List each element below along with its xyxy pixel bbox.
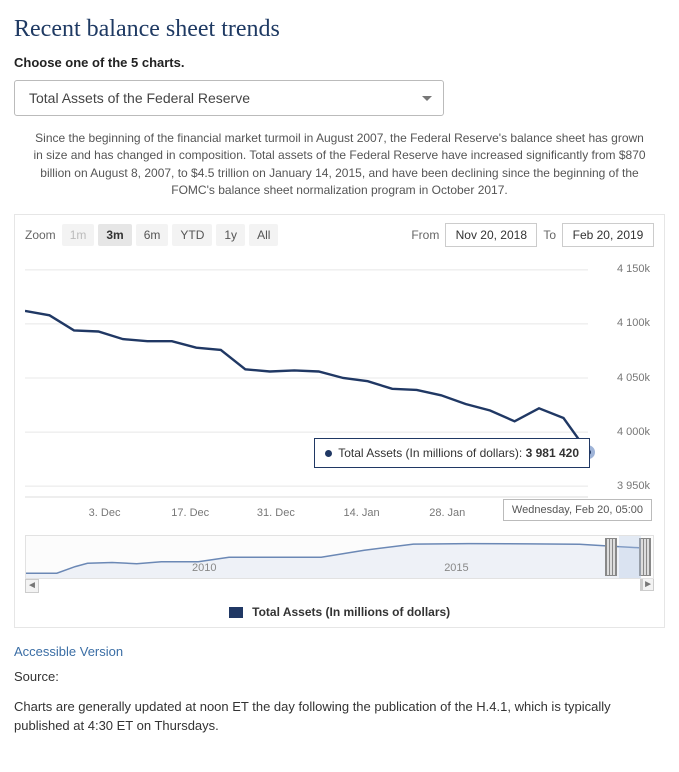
page-title: Recent balance sheet trends [14, 16, 665, 43]
chart-tooltip-date: Wednesday, Feb 20, 05:00 [503, 499, 652, 521]
y-tick-label: 3 950k [617, 480, 650, 492]
x-tick-label: 17. Dec [171, 507, 209, 519]
zoom-controls: Zoom 1m3m6mYTD1yAll From To [15, 215, 664, 255]
x-tick-label: 14. Jan [344, 507, 380, 519]
from-label: From [411, 228, 439, 242]
chart-container: Zoom 1m3m6mYTD1yAll From To 3 950k 4 000k… [14, 214, 665, 628]
chart-navigator[interactable]: 2010 2015 [25, 535, 654, 579]
zoom-all-button[interactable]: All [249, 224, 278, 246]
y-tick-label: 4 000k [617, 426, 650, 438]
from-date-input[interactable] [445, 223, 537, 247]
chart-dropdown[interactable]: Total Assets of the Federal Reserve [14, 80, 444, 116]
y-tick-label: 4 050k [617, 372, 650, 384]
zoom-3m-button[interactable]: 3m [98, 224, 131, 246]
navigator-scroll-right[interactable]: ► [642, 578, 654, 591]
chart-dropdown-selected: Total Assets of the Federal Reserve [14, 80, 444, 116]
x-tick-label: 3. Dec [89, 507, 121, 519]
legend-text: Total Assets (In millions of dollars) [252, 605, 450, 619]
y-tick-label: 4 100k [617, 317, 650, 329]
legend-swatch [229, 607, 243, 618]
chart-tooltip: Total Assets (In millions of dollars): 3… [314, 438, 590, 468]
to-label: To [543, 228, 556, 242]
navigator-handle-left[interactable] [605, 538, 617, 576]
x-tick-label: 31. Dec [257, 507, 295, 519]
navigator-window[interactable] [619, 536, 641, 578]
to-date-input[interactable] [562, 223, 654, 247]
source-label: Source: [14, 669, 665, 684]
chart-legend: Total Assets (In millions of dollars) [15, 605, 664, 619]
zoom-1m-button[interactable]: 1m [62, 224, 95, 246]
navigator-scroll-left[interactable]: ◄ [25, 579, 39, 593]
choose-label: Choose one of the 5 charts. [14, 55, 665, 70]
chevron-down-icon [422, 96, 432, 101]
chart-description: Since the beginning of the financial mar… [32, 130, 647, 200]
update-footnote: Charts are generally updated at noon ET … [14, 697, 665, 736]
accessible-version-link[interactable]: Accessible Version [14, 644, 123, 659]
zoom-1y-button[interactable]: 1y [216, 224, 245, 246]
zoom-6m-button[interactable]: 6m [136, 224, 169, 246]
x-tick-label: 28. Jan [429, 507, 465, 519]
y-tick-label: 4 150k [617, 263, 650, 275]
chart-plot-area[interactable]: 3 950k 4 000k 4 050k 4 100k 4 150k 3. Dec 17. … [25, 259, 654, 529]
zoom-ytd-button[interactable]: YTD [172, 224, 212, 246]
navigator-year-label: 2010 [192, 562, 216, 574]
navigator-year-label: 2015 [444, 562, 468, 574]
zoom-label: Zoom [25, 228, 56, 242]
